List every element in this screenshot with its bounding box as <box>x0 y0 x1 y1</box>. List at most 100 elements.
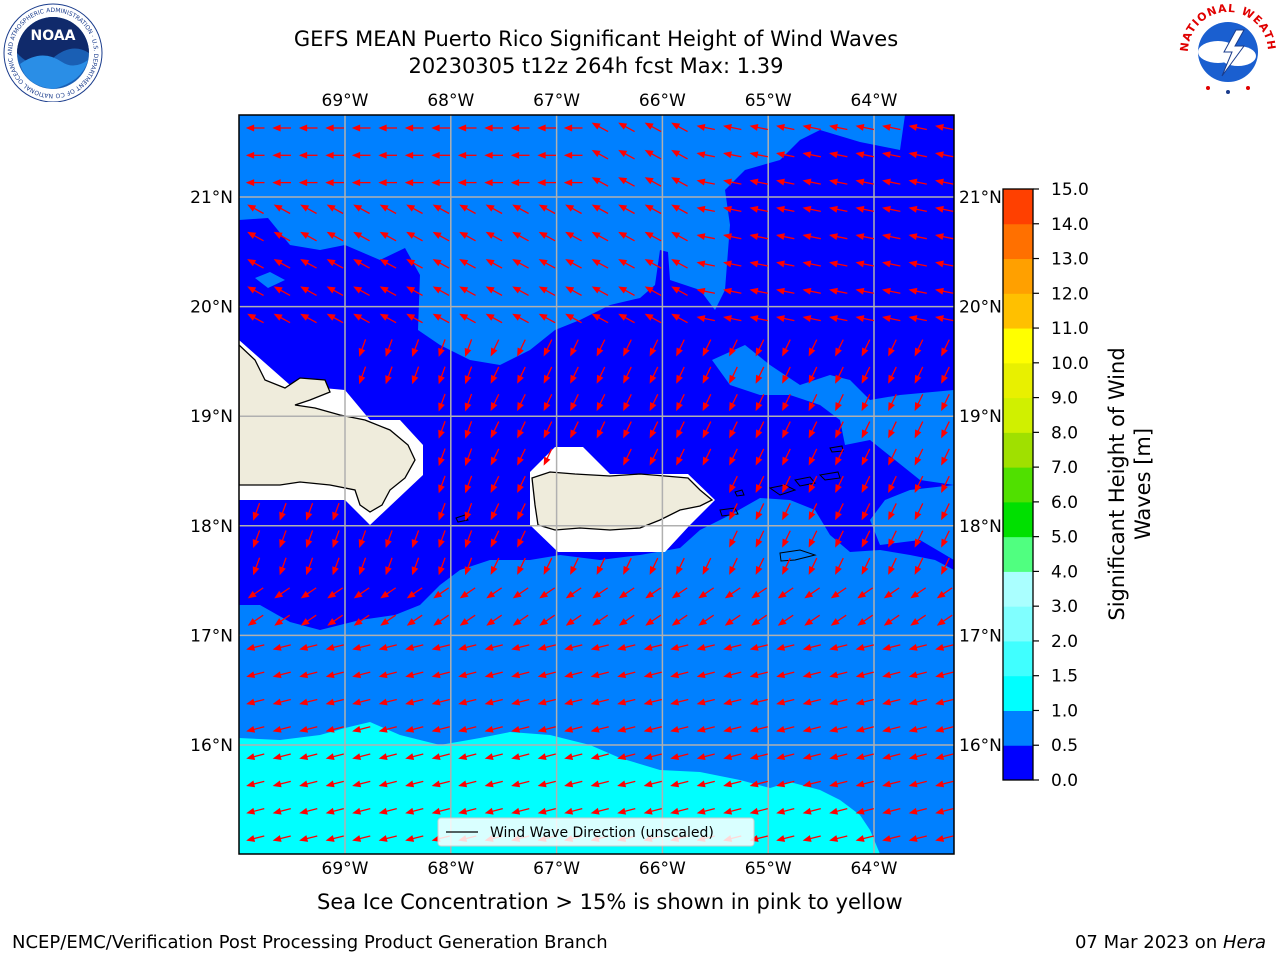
nws-logo: NATIONAL WEATHER SERVICE <box>1178 0 1277 97</box>
wave-direction-arrowhead <box>273 313 283 321</box>
wave-direction-arrowhead <box>776 151 785 159</box>
wave-direction-arrowhead <box>644 286 654 294</box>
wave-direction-arrowhead <box>563 151 573 159</box>
wave-direction-arrowhead <box>888 511 895 521</box>
wave-direction-arrowhead <box>511 671 521 679</box>
wave-direction-arrowhead <box>671 313 681 321</box>
wave-direction-arrowhead <box>749 315 759 322</box>
wave-direction-arrowhead <box>325 698 335 706</box>
wave-direction-arrowhead <box>490 402 498 412</box>
wave-direction-arrowhead <box>855 753 865 760</box>
wave-direction-arrowhead <box>749 698 759 706</box>
wave-direction-arrowhead <box>671 122 681 130</box>
wave-direction-arrowhead <box>618 149 628 157</box>
wave-direction-arrowhead <box>272 780 282 788</box>
wave-direction-arrowhead <box>252 538 260 549</box>
wave-field-medium-pocket <box>255 272 285 288</box>
wave-direction-arrowhead <box>247 313 257 321</box>
wave-direction-arrowhead <box>570 565 577 575</box>
wave-direction-arrowhead <box>696 124 706 131</box>
wave-direction-arrowhead <box>485 204 495 212</box>
wave-direction-arrowhead <box>517 483 524 493</box>
wave-direction-arrowhead <box>406 259 416 267</box>
lon-label-bottom: 66°W <box>639 859 686 879</box>
wave-direction-arrowhead <box>782 483 789 493</box>
wave-direction-arrowhead <box>888 565 895 575</box>
wave-direction-arrowhead <box>273 204 283 212</box>
wave-direction-arrowhead <box>908 178 918 186</box>
wave-direction-arrowhead <box>830 618 840 626</box>
footer-credit: NCEP/EMC/Verification Post Processing Pr… <box>12 932 608 953</box>
wave-direction-arrowhead <box>723 807 733 815</box>
wave-direction-arrowhead <box>618 204 628 212</box>
wave-direction-arrowhead <box>941 456 948 466</box>
wave-direction-arrowhead <box>702 456 710 466</box>
wave-direction-arrowhead <box>305 566 313 576</box>
wave-direction-arrowhead <box>855 205 865 213</box>
wave-direction-arrowhead <box>484 753 494 760</box>
wave-direction-arrowhead <box>539 618 549 626</box>
wave-direction-arrowhead <box>459 590 469 599</box>
wave-direction-arrowhead <box>696 753 706 760</box>
wave-direction-arrowhead <box>829 260 838 268</box>
wave-direction-arrowhead <box>643 725 653 733</box>
wave-direction-arrowhead <box>908 205 918 213</box>
wave-direction-arrowhead <box>676 456 683 466</box>
wave-direction-arrowhead <box>808 402 816 412</box>
wave-direction-arrowhead <box>511 753 521 760</box>
wave-direction-arrowhead <box>273 259 283 267</box>
wave-direction-arrowhead <box>882 233 891 241</box>
wave-direction-arrowhead <box>591 259 601 267</box>
wave-direction-arrowhead <box>676 429 683 439</box>
wave-direction-arrowhead <box>563 179 573 187</box>
wave-direction-arrowhead <box>935 287 944 295</box>
wave-direction-arrowhead <box>431 780 441 788</box>
wave-direction-arrowhead <box>352 780 362 788</box>
colorbar-segment <box>1003 467 1033 503</box>
wave-direction-arrowhead <box>272 698 282 706</box>
wave-direction-arrowhead <box>776 753 786 760</box>
wave-direction-arrowhead <box>776 124 785 131</box>
wave-direction-arrowhead <box>279 566 286 576</box>
wave-direction-arrowhead <box>941 374 948 384</box>
wave-direction-arrowhead <box>623 402 630 412</box>
wave-direction-arrowhead <box>649 402 657 412</box>
wave-direction-arrowhead <box>914 402 922 412</box>
wave-direction-arrowhead <box>861 456 869 466</box>
wave-direction-arrowhead <box>464 375 472 385</box>
wave-direction-arrowhead <box>332 538 339 549</box>
wave-direction-arrowhead <box>861 402 869 412</box>
wave-direction-arrowhead <box>882 753 892 760</box>
island <box>455 514 469 523</box>
colorbar-frame <box>1002 188 1034 781</box>
wave-direction-arrowhead <box>272 151 281 159</box>
wave-direction-arrowhead <box>511 780 521 788</box>
wave-direction-arrowhead <box>380 590 390 599</box>
wave-direction-arrowhead <box>352 753 362 760</box>
wave-direction-arrowhead <box>755 456 763 466</box>
wave-direction-arrowhead <box>883 618 893 626</box>
wave-direction-arrowhead <box>855 835 865 842</box>
wave-direction-arrowhead <box>776 644 786 651</box>
wave-direction-arrowhead <box>723 753 733 760</box>
wave-direction-arrowhead <box>618 177 628 185</box>
wave-direction-arrowhead <box>935 178 944 186</box>
wave-direction-arrowhead <box>617 780 627 788</box>
wave-direction-arrowhead <box>511 725 521 733</box>
wave-direction-arrowhead <box>729 538 736 548</box>
wave-direction-arrowhead <box>299 807 309 815</box>
wave-direction-arrowhead <box>431 753 441 760</box>
wave-direction-arrowhead <box>802 835 812 842</box>
wave-direction-arrowhead <box>888 456 895 466</box>
wave-direction-arrowhead <box>749 780 759 788</box>
wave-direction-arrowhead <box>729 456 736 466</box>
wave-direction-arrowhead <box>325 807 335 815</box>
wave-direction-arrowhead <box>565 231 575 239</box>
wave-field-medium-pocket <box>712 345 954 485</box>
wave-direction-arrowhead <box>411 566 419 576</box>
wave-direction-arrowhead <box>888 347 895 357</box>
wave-direction-arrowhead <box>618 590 628 599</box>
noaa-logo: NATIONAL OCEANIC AND ATMOSPHERIC ADMINIS… <box>2 2 103 102</box>
wave-direction-arrowhead <box>379 204 389 212</box>
wave-direction-arrowhead <box>517 538 524 548</box>
